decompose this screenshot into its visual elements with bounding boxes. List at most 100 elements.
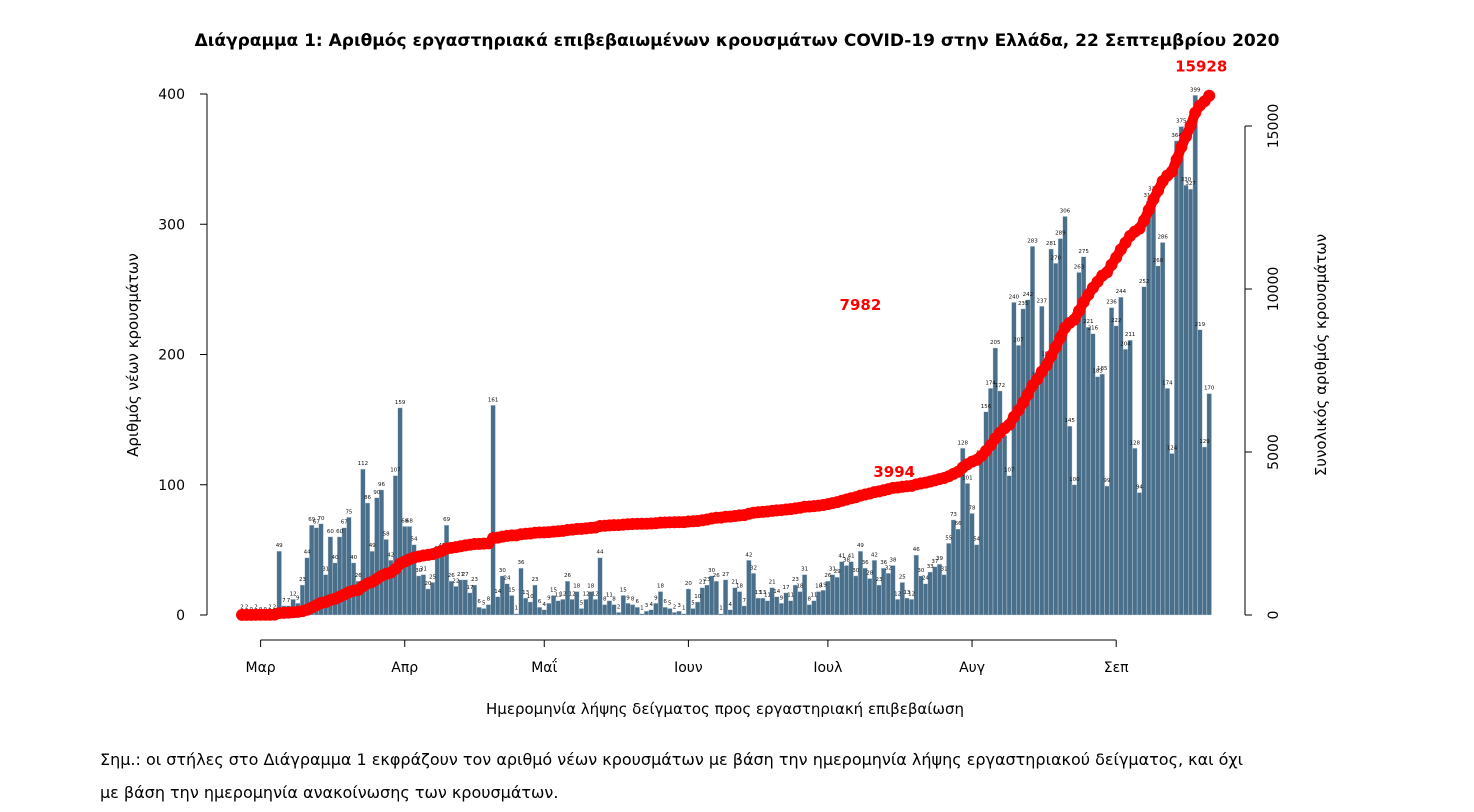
bar-value-label: 244: [1116, 289, 1127, 295]
bar: [1025, 299, 1031, 616]
bar: [402, 526, 408, 616]
bar-value-label: 283: [1027, 238, 1038, 244]
bars: [239, 95, 1212, 616]
bar: [1160, 242, 1166, 616]
bar-value-label: 219: [1195, 322, 1206, 328]
bar-value-label: 94: [1136, 485, 1143, 491]
bar-value-label: 23: [876, 577, 883, 583]
bar-value-label: 2: [617, 604, 621, 610]
bar: [430, 582, 436, 616]
bar-value-label: 286: [1157, 234, 1168, 240]
bar-value-label: 33: [927, 564, 934, 570]
bar: [750, 573, 757, 616]
bar: [1183, 184, 1189, 616]
bar: [918, 575, 924, 616]
bar-value-label: 30: [852, 568, 859, 574]
bar-value-label: 14: [773, 589, 780, 595]
bar-value-label: 27: [462, 572, 469, 578]
bar-value-label: 67: [313, 520, 320, 526]
bar-value-label: 364: [1171, 133, 1182, 139]
bar-value-label: 1: [719, 606, 723, 612]
bar-value-label: 399: [1190, 87, 1201, 93]
y-tick-label: 200: [158, 348, 185, 364]
bar: [416, 575, 422, 616]
bar-value-label: 101: [962, 475, 973, 481]
bar-value-label: 36: [862, 560, 869, 566]
bar: [597, 557, 603, 616]
bar-value-label: 99: [1103, 478, 1110, 484]
bar: [1174, 140, 1180, 616]
bar-value-label: 40: [350, 555, 357, 561]
bar: [532, 584, 538, 616]
cumulative-point: [1184, 119, 1197, 132]
bar: [518, 567, 524, 616]
bar-value-label: 11: [810, 593, 817, 599]
bar: [732, 587, 738, 616]
cumulative-point: [1152, 184, 1165, 197]
bar: [950, 519, 956, 616]
bar-value-label: 174: [1162, 380, 1173, 386]
bar: [774, 596, 780, 616]
bar-value-label: 2: [673, 604, 677, 610]
bar-value-label: 90: [373, 490, 380, 496]
bar-value-label: 161: [488, 397, 499, 403]
bar: [523, 597, 529, 616]
bar-value-label: 281: [1046, 241, 1057, 247]
bar-value-label: 60: [327, 529, 334, 535]
bar: [485, 604, 491, 616]
bar-value-label: 12: [583, 591, 590, 597]
bar-value-label: 39: [936, 556, 943, 562]
bar-value-label: 270: [1051, 255, 1062, 261]
bar-value-label: 2: [273, 604, 277, 610]
bar-value-label: 30: [708, 568, 715, 574]
bar: [458, 579, 464, 616]
bar: [397, 407, 403, 616]
bar: [392, 475, 398, 616]
bar: [1197, 329, 1203, 616]
bar-value-label: 55: [945, 535, 952, 541]
bar-value-label: 237: [1037, 298, 1048, 304]
bar: [843, 565, 850, 616]
bar: [453, 586, 459, 616]
bar-value-label: 78: [969, 505, 976, 511]
bar: [578, 608, 584, 616]
bar-value-label: 2: [245, 604, 249, 610]
x-tick-label: Απρ: [391, 660, 418, 676]
bar-value-label: 40: [332, 555, 339, 561]
bar: [481, 608, 487, 616]
bar: [1071, 484, 1077, 616]
bar-value-label: 31: [829, 567, 836, 573]
bar-value-label: 306: [1060, 208, 1071, 214]
bar: [425, 588, 431, 616]
bar-value-label: 172: [995, 383, 1006, 389]
bar: [1206, 393, 1212, 616]
cumulative-annotation: 15928: [1175, 58, 1227, 76]
bar-value-label: 170: [1204, 386, 1215, 392]
bar-value-label: 69: [443, 517, 450, 523]
bar: [690, 608, 696, 616]
bar: [699, 587, 705, 616]
bar: [932, 566, 938, 616]
bar: [1006, 475, 1012, 616]
bar: [541, 609, 547, 616]
bar-value-label: 12: [569, 591, 576, 597]
bar-value-label: 38: [843, 558, 850, 564]
bar-value-label: 216: [1088, 326, 1099, 332]
bar: [727, 609, 733, 616]
y2-tick-label: 15000: [1266, 104, 1282, 149]
y-tick-label: 300: [158, 217, 185, 233]
bar: [1132, 448, 1138, 616]
bar: [513, 613, 519, 616]
bar-value-label: 54: [411, 537, 418, 543]
cumulative-point: [1054, 331, 1067, 344]
bar-value-label: 21: [699, 580, 706, 586]
bar: [537, 606, 543, 616]
cumulative-point: [1040, 359, 1053, 372]
bar: [606, 600, 612, 616]
x-tick-label: Αυγ: [959, 660, 985, 676]
bar-value-label: 222: [1111, 318, 1122, 324]
bar: [811, 600, 817, 616]
bar: [1034, 380, 1040, 616]
bar: [904, 597, 910, 616]
bar: [741, 605, 747, 616]
